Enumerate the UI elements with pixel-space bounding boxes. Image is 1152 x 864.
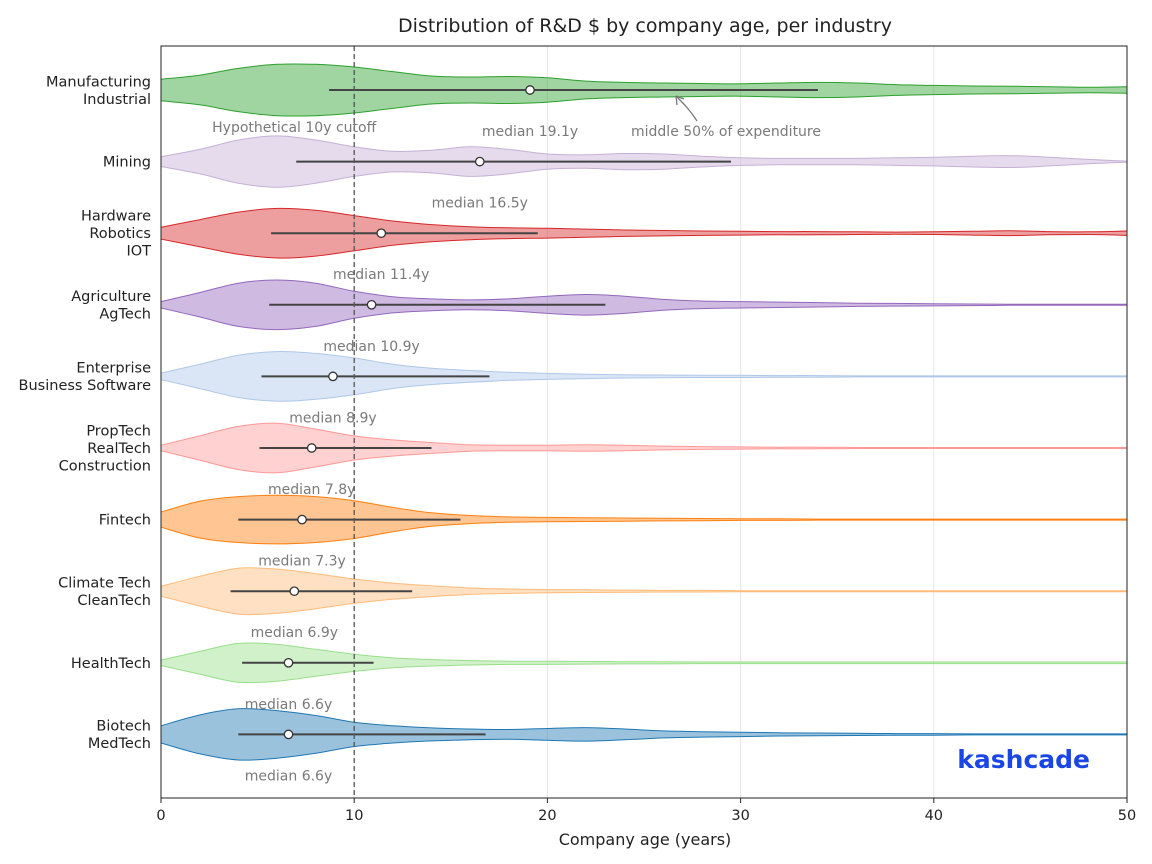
brand-logo: kashcade: [957, 745, 1090, 774]
plot-frame: [160, 45, 1128, 799]
median-point-8: [283, 657, 294, 668]
median-label-3: median 10.9y: [323, 339, 419, 355]
y-tick-label-4: Business Software: [19, 378, 152, 394]
y-tick-label-5: PropTech: [86, 424, 151, 440]
median-point-1: [474, 156, 485, 167]
median-point-7: [289, 586, 300, 597]
median-point-4: [328, 371, 338, 382]
chart-title: Distribution of R&D $ by company age, pe…: [398, 15, 892, 37]
y-tick-label-3: Agriculture: [71, 289, 151, 305]
x-tick-label: 30: [731, 808, 749, 824]
y-tick-label-2: Robotics: [89, 226, 151, 242]
y-tick-label-7: CleanTech: [77, 593, 151, 609]
median-point-0: [525, 85, 535, 95]
y-tick-label-9: MedTech: [88, 736, 151, 752]
annotation-arrow: [675, 95, 698, 122]
y-tick-label-6: Fintech: [99, 513, 151, 529]
median-point-6: [297, 514, 307, 525]
y-tick-label-0: Industrial: [83, 92, 151, 108]
overlays: median 19.1y median 16.5y median 11.4y medi…: [212, 46, 821, 798]
annotation-arrowhead: [675, 95, 685, 106]
y-tick-label-4: Enterprise: [76, 361, 151, 377]
median-point-2: [376, 228, 387, 239]
y-tick-label-2: IOT: [126, 244, 151, 260]
median-point-3: [366, 299, 377, 310]
median-point-5: [306, 443, 317, 453]
y-tick-label-5: RealTech: [87, 441, 151, 457]
median-label-1: median 16.5y: [432, 196, 528, 212]
median-label-2: median 11.4y: [333, 267, 429, 283]
y-tick-label-5: Construction: [59, 459, 151, 475]
y-tick-label-0: Manufacturing: [46, 74, 151, 90]
y-tick-label-8: HealthTech: [71, 656, 151, 672]
median-label-6: median 7.3y: [258, 554, 345, 570]
x-tick-label: 10: [345, 808, 363, 824]
median-label-0: median 19.1y: [482, 124, 578, 140]
cutoff-label: Hypothetical 10y cutoff: [212, 120, 376, 136]
median-label-7: median 6.9y: [251, 625, 338, 641]
median-label-8: median 6.6y: [245, 697, 332, 713]
y-tick-label-9: Biotech: [96, 719, 151, 735]
y-tick-label-3: AgTech: [99, 307, 151, 323]
median-point-9: [283, 729, 294, 740]
x-axis-label: Company age (years): [559, 830, 732, 849]
iqr-annotation: middle 50% of expenditure: [631, 124, 821, 140]
median-label-4: median 8.9y: [289, 410, 376, 426]
x-tick-label: 20: [538, 808, 556, 824]
x-tick-label: 40: [925, 808, 943, 824]
y-tick-label-7: Climate Tech: [58, 575, 151, 591]
y-tick-label-1: Mining: [103, 155, 151, 171]
x-tick-label: 0: [156, 808, 165, 824]
median-label-5: median 7.8y: [268, 482, 355, 498]
x-tick-label: 50: [1118, 808, 1136, 824]
median-label-9: median 6.6y: [245, 768, 332, 784]
y-tick-label-2: Hardware: [81, 209, 151, 225]
axes: Manufacturing Industrial Mining HardwareRob…: [19, 45, 1136, 824]
